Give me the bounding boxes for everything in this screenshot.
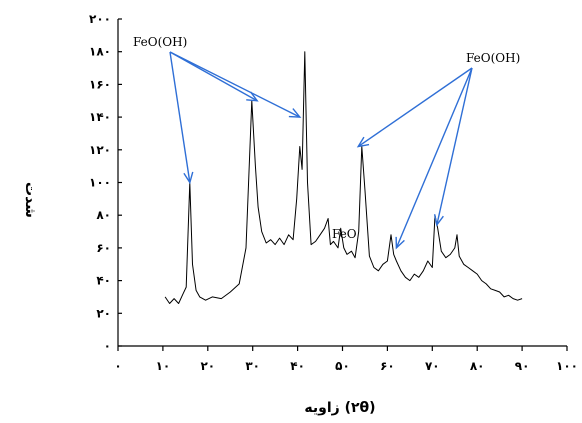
annotation-feo: FeO: [332, 227, 357, 241]
annotation-arrow: [169, 51, 191, 183]
y-tick-label: ۴۰: [96, 274, 111, 288]
series: [164, 51, 523, 304]
y-tick-label: ۱۴۰: [89, 110, 111, 124]
y-tick-label: ۸۰: [96, 208, 111, 222]
annotation-arrow: [169, 51, 258, 102]
annotation-arrow: [357, 67, 473, 148]
y-tick-label: ۶۰: [96, 241, 111, 255]
annotation-feooh-left: FeO(OH): [133, 35, 187, 49]
y-tick-label: ۱۲۰: [89, 143, 111, 157]
x-tick-label: ۳۰: [245, 359, 260, 373]
y-tick-label: ۱۸۰: [89, 45, 111, 59]
x-tick-label: ۱۰: [156, 359, 171, 373]
annotation-arrow: [436, 67, 473, 226]
annotation-arrow: [395, 67, 473, 249]
x-tick-label: ۰: [114, 359, 121, 373]
arrow-head: [433, 214, 444, 227]
annotation-arrows: [169, 51, 473, 250]
x-axis-title: زاویه (۲θ): [304, 400, 375, 416]
annotation-feooh-right: FeO(OH): [466, 51, 520, 65]
arrow-head: [395, 236, 405, 250]
x-tick-label: ۵۰: [335, 359, 350, 373]
arrow-head: [183, 171, 194, 185]
x-tick-label: ۴۰: [290, 359, 305, 373]
x-tick-label: ۸۰: [470, 359, 485, 373]
x-ticks: ۰ ۱۰ ۲۰ ۳۰ ۴۰ ۵۰ ۶۰ ۷۰ ۸۰ ۹۰ ۱۰۰: [114, 346, 578, 373]
x-tick-label: ۱۰۰: [556, 359, 578, 373]
axes: [117, 19, 567, 347]
x-tick-label: ۹۰: [515, 359, 530, 373]
y-tick-label: ۰: [104, 339, 111, 353]
arrow-head: [356, 136, 370, 148]
arrow-head: [288, 108, 302, 118]
x-tick-label: ۶۰: [380, 359, 395, 373]
x-tick-label: ۷۰: [425, 359, 440, 373]
xrd-series-line: [164, 51, 523, 304]
annotations: FeO(OH) FeO(OH) FeO: [133, 35, 520, 241]
y-tick-label: ۲۰۰: [89, 12, 111, 26]
x-tick-label: ۲۰: [200, 359, 215, 373]
y-ticks: ۰ ۲۰ ۴۰ ۶۰ ۸۰ ۱۰۰ ۱۲۰ ۱۴۰ ۱۶۰ ۱۸۰ ۲۰۰: [89, 12, 122, 353]
y-tick-label: ۱۶۰: [89, 77, 111, 91]
y-axis-title: شدت: [22, 182, 38, 218]
y-tick-label: ۱۰۰: [89, 176, 111, 190]
arrow-head: [246, 91, 259, 102]
y-tick-label: ۲۰: [96, 306, 111, 320]
annotation-arrow: [169, 51, 301, 118]
